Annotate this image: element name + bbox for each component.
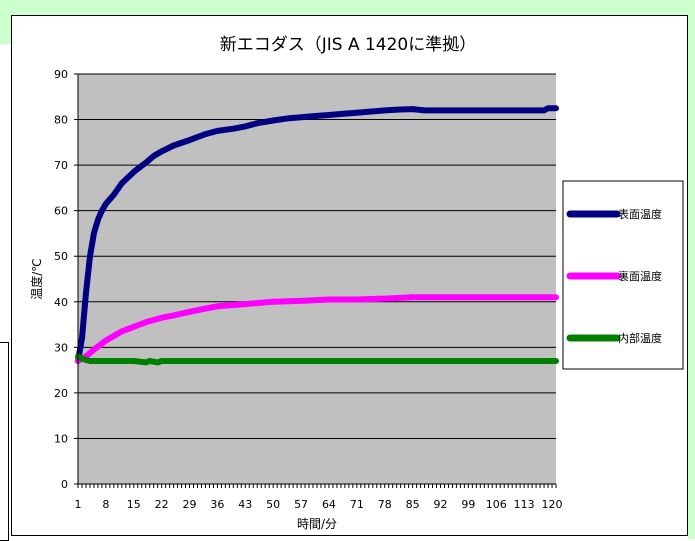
x-tick-label: 36 <box>210 498 224 511</box>
y-tick-label: 70 <box>54 159 68 172</box>
x-tick-label: 106 <box>486 498 507 511</box>
x-tick-label: 8 <box>102 498 109 511</box>
x-tick-label: 1 <box>75 498 82 511</box>
legend-label: 表面温度 <box>618 207 662 221</box>
x-tick-label: 43 <box>238 498 252 511</box>
y-tick-label: 60 <box>54 205 68 218</box>
y-tick-label: 10 <box>54 432 68 445</box>
axes <box>74 73 557 488</box>
x-tick-label: 22 <box>155 498 169 511</box>
x-tick-label: 113 <box>514 498 535 511</box>
y-tick-label: 40 <box>54 296 68 309</box>
y-tick-label: 50 <box>54 250 68 263</box>
series-layer <box>75 105 559 366</box>
x-tick-label: 78 <box>378 498 392 511</box>
y-tick-label: 20 <box>54 387 68 400</box>
x-axis-label: 時間/分 <box>297 517 337 531</box>
chart-title: 新エコダス（JIS A 1420に準拠） <box>220 35 477 55</box>
x-tick-label: 71 <box>350 498 364 511</box>
legend-label: 内部温度 <box>618 331 662 345</box>
x-tick-label: 29 <box>183 498 197 511</box>
series-line-3 <box>75 353 559 366</box>
series-line-1 <box>75 105 559 364</box>
y-tick-label: 80 <box>54 114 68 127</box>
x-tick-label: 99 <box>461 498 475 511</box>
y-tick-label: 30 <box>54 341 68 354</box>
y-tick-label: 0 <box>61 478 68 491</box>
y-tick-labels: 0 10 20 30 40 50 60 70 80 90 <box>54 68 68 491</box>
plot-area <box>78 74 556 484</box>
x-tick-label: 57 <box>294 498 308 511</box>
x-tick-label: 64 <box>322 498 336 511</box>
background-strip-top <box>0 0 695 18</box>
background-strip-left <box>0 0 12 44</box>
x-tick-label: 85 <box>406 498 420 511</box>
background-strip-right <box>688 0 695 539</box>
series-line-2 <box>75 294 559 364</box>
x-tick-label: 50 <box>266 498 280 511</box>
x-tick-labels: 1 8 15 22 29 36 43 50 57 64 71 78 85 92 99 106 113 120 <box>75 498 563 511</box>
x-tick-label: 92 <box>433 498 447 511</box>
y-tick-label: 90 <box>54 68 68 81</box>
y-axis-label: 温度/℃ <box>29 258 44 300</box>
x-tick-label: 120 <box>542 498 563 511</box>
x-tick-label: 15 <box>127 498 141 511</box>
legend-label: 裏面温度 <box>618 269 662 283</box>
